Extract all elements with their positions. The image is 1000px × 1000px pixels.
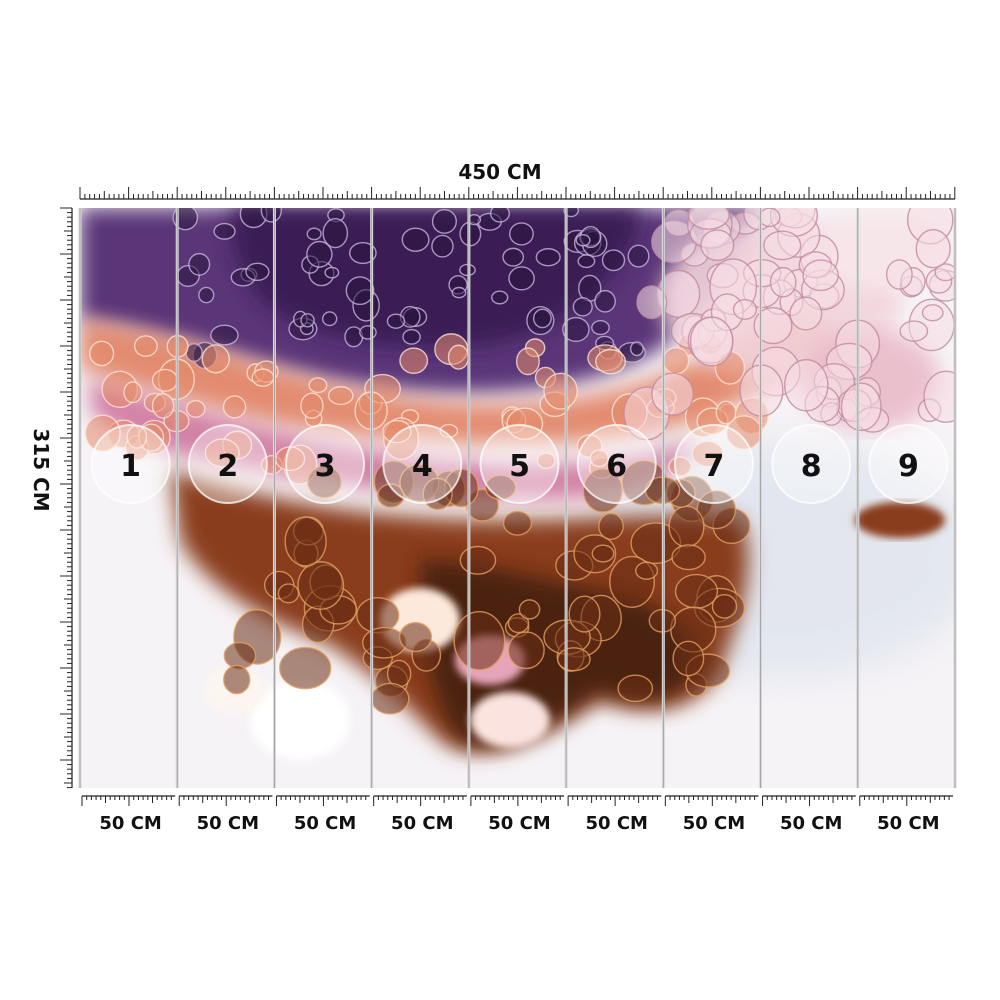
panel-width-label: 50 CM xyxy=(99,813,161,834)
panel-number: 4 xyxy=(412,449,433,484)
bottom-ruler xyxy=(81,795,953,806)
panel-width-label: 50 CM xyxy=(683,813,745,834)
panel-number-circle xyxy=(90,424,171,504)
panel-width-label: 50 CM xyxy=(391,813,453,834)
panel-3: 3 50 CM xyxy=(285,424,366,834)
fluid-art-image xyxy=(80,208,955,788)
panel-number-circle xyxy=(868,424,949,504)
panel-6: 6 50 CM xyxy=(576,424,657,834)
panel-number-circle xyxy=(382,424,463,504)
cell-pattern xyxy=(84,208,955,715)
panel-number: 3 xyxy=(315,449,336,484)
panel-number-circle xyxy=(673,424,754,504)
panel-number: 7 xyxy=(704,449,725,484)
panel-9: 9 50 CM xyxy=(868,424,949,834)
panel-number: 8 xyxy=(801,449,822,484)
panel-width-label: 50 CM xyxy=(780,813,842,834)
top-ruler xyxy=(79,187,956,200)
panel-width-label: 50 CM xyxy=(877,813,939,834)
panel-grid: 1 50 CM 2 50 CM 3 50 CM 4 50 CM 5 50 CM 6 50 CM 7 50 … xyxy=(78,208,957,834)
panel-width-label: 50 CM xyxy=(294,813,356,834)
panel-width-label: 50 CM xyxy=(197,813,259,834)
panel-number: 9 xyxy=(898,449,919,484)
panel-number-circle xyxy=(285,424,366,504)
panel-1: 1 50 CM xyxy=(90,424,171,834)
panel-number-circle xyxy=(187,424,268,504)
panel-number-circle xyxy=(479,424,560,504)
panel-number: 5 xyxy=(509,449,530,484)
panel-number: 6 xyxy=(606,449,627,484)
total-width-label: 450 CM xyxy=(458,160,541,184)
panel-width-label: 50 CM xyxy=(586,813,648,834)
panel-width-label: 50 CM xyxy=(488,813,550,834)
panel-2: 2 50 CM xyxy=(187,424,268,834)
panel-number-circle xyxy=(576,424,657,504)
total-height-label: 315 CM xyxy=(29,428,53,511)
panel-5: 5 50 CM xyxy=(479,424,560,834)
panel-number-circle xyxy=(771,424,852,504)
panel-7: 7 50 CM xyxy=(673,424,754,834)
left-ruler xyxy=(60,207,73,789)
panel-8: 8 50 CM xyxy=(771,424,852,834)
panel-number: 2 xyxy=(217,449,238,484)
panel-4: 4 50 CM xyxy=(382,424,463,834)
panel-number: 1 xyxy=(120,449,141,484)
